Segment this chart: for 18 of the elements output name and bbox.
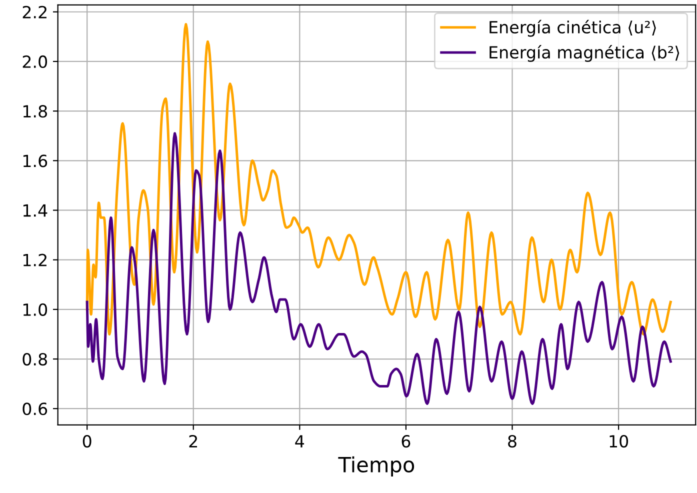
y-tick-label: 0.6	[22, 402, 48, 416]
x-tick-label: 2	[189, 434, 198, 448]
y-tick-label: 1.8	[23, 105, 47, 118]
x-tick-label: 10	[610, 434, 628, 448]
x-tick-label: 4	[295, 435, 304, 448]
y-tick-label: 0.8	[22, 352, 47, 366]
y-tick-label: 1.6	[23, 154, 48, 168]
x-axis-title: Tiempo	[338, 456, 414, 477]
x-tick-label: 6	[402, 434, 410, 448]
y-tick-label: 2.0	[22, 55, 48, 68]
x-tick-label: 0	[82, 434, 92, 448]
y-tick-label: 1.4	[23, 204, 48, 217]
y-tick-label: 2.2	[22, 6, 46, 18]
y-tick-label: 1.2	[23, 254, 46, 266]
y-tick-label: 1.0	[23, 303, 48, 316]
x-tick-label: 8	[508, 434, 516, 448]
legend-label: Energía magnética ⟨b²⟩	[490, 45, 680, 62]
legend-label: Energía cinética ⟨u²⟩	[490, 20, 656, 37]
